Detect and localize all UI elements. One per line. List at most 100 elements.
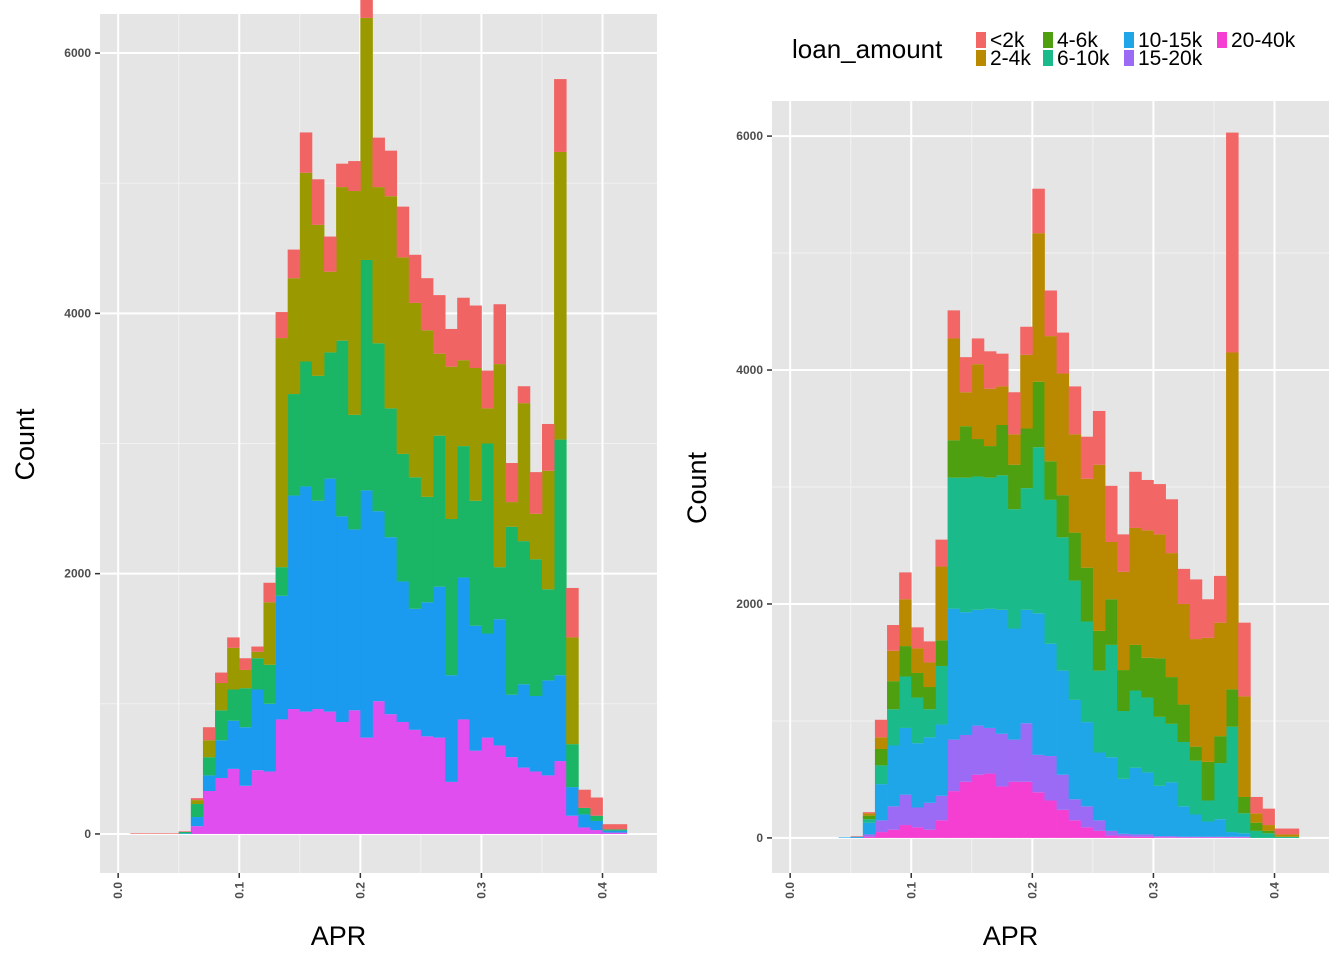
legend-color-key: [976, 32, 986, 48]
bar-segment: [432, 586, 446, 738]
bar-segment: [1129, 836, 1142, 838]
bar-segment: [324, 711, 337, 834]
bar-segment: [1165, 837, 1179, 838]
bar-segment: [1056, 373, 1070, 496]
bar-segment: [324, 478, 337, 712]
legend-item-label: 15-20k: [1138, 47, 1203, 70]
bar-segment: [983, 608, 997, 728]
bar-segment: [947, 791, 961, 838]
bar-segment: [602, 832, 616, 834]
bar-segment: [287, 495, 301, 710]
bar-segment: [1044, 461, 1057, 500]
bar-segment: [923, 662, 936, 688]
bar-segment: [1189, 579, 1203, 640]
bar-segment: [457, 446, 470, 578]
bar-segment: [996, 475, 1009, 610]
bar-segment: [1032, 447, 1045, 614]
bar-segment: [935, 539, 948, 567]
bar-segment: [1008, 628, 1021, 740]
bar-segment: [275, 312, 289, 339]
bar-segment: [227, 720, 240, 769]
bar-segment: [1213, 819, 1227, 837]
bar-segment: [372, 137, 385, 188]
legend-color-key: [1043, 50, 1053, 66]
bar-segment: [432, 353, 446, 436]
bar-segment: [996, 609, 1009, 734]
bar-segment: [275, 338, 289, 568]
bar-segment: [971, 476, 985, 610]
bar-segment: [983, 446, 997, 478]
bar-segment: [396, 453, 410, 582]
bar-segment: [590, 820, 603, 831]
bar-segment: [1008, 739, 1021, 782]
bar-segment: [1020, 354, 1033, 429]
bar-segment: [348, 710, 361, 834]
bar-segment: [311, 375, 325, 501]
bar-segment: [1104, 835, 1118, 838]
bar-segment: [190, 817, 204, 827]
bar-segment: [959, 781, 973, 838]
bar-segment: [887, 650, 900, 682]
bar-segment: [1153, 658, 1166, 717]
bar-segment: [1141, 479, 1154, 531]
bar-segment: [493, 567, 507, 620]
bar-segment: [1226, 132, 1239, 353]
bar-segment: [1141, 772, 1154, 835]
bar-segment: [227, 637, 240, 648]
bar-segment: [554, 761, 567, 834]
bar-segment: [1165, 782, 1179, 837]
bar-segment: [1129, 471, 1142, 528]
x-tick-label: 0.4: [1268, 882, 1282, 899]
legend-item-label: <2k: [990, 29, 1025, 52]
bar-segment: [227, 689, 240, 721]
bar-segment: [384, 150, 398, 197]
bar-segment: [287, 394, 301, 496]
bar-segment: [190, 804, 204, 818]
bar-segment: [1141, 530, 1154, 658]
bar-segment: [996, 353, 1009, 387]
bar-segment: [1117, 571, 1130, 671]
bar-segment: [911, 627, 924, 649]
bar-segment: [372, 187, 385, 344]
bar-segment: [239, 785, 252, 834]
bar-segment: [1056, 495, 1070, 538]
bar-segment: [227, 768, 240, 834]
bar-segment: [1068, 386, 1082, 435]
bar-segment: [959, 612, 973, 735]
bar-segment: [947, 310, 961, 339]
legend-color-key: [1217, 32, 1227, 48]
legend-item: 15-20k: [1124, 48, 1202, 69]
bar-segment: [445, 328, 458, 367]
bar-segment: [1020, 781, 1033, 838]
bar-segment: [251, 689, 264, 771]
bar-segment: [1226, 726, 1239, 833]
series-15-20k: [862, 723, 1251, 838]
legend-item: 4-6k: [1043, 30, 1098, 51]
bar-segment: [947, 477, 961, 609]
bar-segment: [1226, 689, 1239, 727]
bar-segment: [578, 789, 591, 808]
bar-segment: [239, 658, 252, 670]
bar-segment: [432, 435, 446, 587]
bar-segment: [324, 271, 337, 353]
bar-segment: [590, 815, 603, 821]
bar-segment: [336, 163, 349, 188]
bar-segment: [372, 511, 385, 702]
bar-segment: [1080, 478, 1094, 568]
bar-segment: [529, 472, 543, 514]
bar-segment: [529, 771, 543, 834]
bar-segment: [1226, 832, 1239, 837]
bar-segment: [1092, 410, 1106, 465]
bar-segment: [554, 79, 567, 152]
bar-segment: [202, 727, 216, 741]
bar-segment: [481, 443, 494, 634]
bar-segment: [935, 665, 948, 725]
bar-segment: [263, 602, 276, 665]
bar-segment: [899, 825, 912, 838]
y-tick-label: 0: [756, 831, 763, 845]
bar-segment: [1044, 756, 1057, 801]
x-tick-label: 0.3: [1146, 882, 1160, 899]
y-tick-label: 0: [84, 827, 91, 841]
bar-segment: [1080, 722, 1094, 807]
bar-segment: [1020, 488, 1033, 610]
